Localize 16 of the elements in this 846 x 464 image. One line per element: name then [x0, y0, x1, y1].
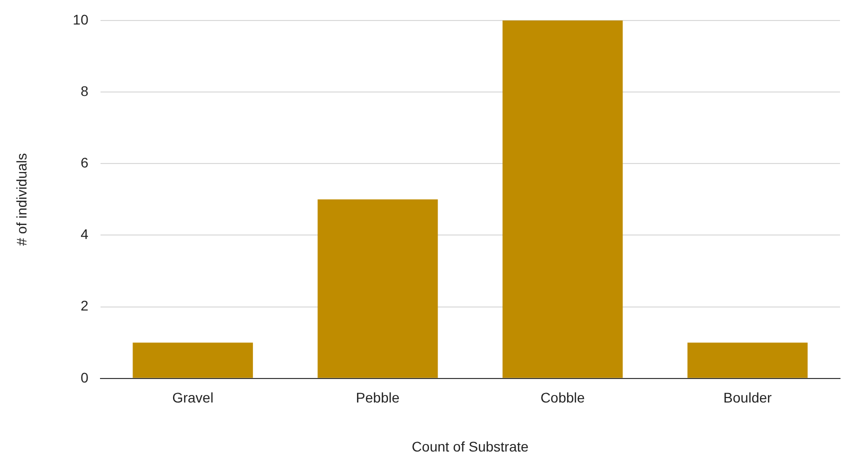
y-tick-label: 6 [80, 154, 89, 170]
x-tick-label: Cobble [540, 390, 586, 406]
x-tick-label: Boulder [723, 390, 772, 406]
y-tick-label: 4 [80, 226, 89, 242]
y-tick-label: 10 [72, 11, 89, 28]
y-axis-title: # of individuals [13, 153, 30, 246]
bar [687, 342, 808, 378]
bar [132, 342, 253, 378]
y-tick-label: 8 [80, 82, 89, 99]
bar [318, 199, 438, 378]
y-tick-label: 2 [80, 298, 89, 314]
bar [502, 20, 623, 378]
x-tick-label: Gravel [172, 390, 214, 406]
x-axis-title: Count of Substrate [412, 438, 529, 454]
x-tick-label: Pebble [356, 390, 400, 406]
y-tick-label: 0 [80, 369, 89, 386]
